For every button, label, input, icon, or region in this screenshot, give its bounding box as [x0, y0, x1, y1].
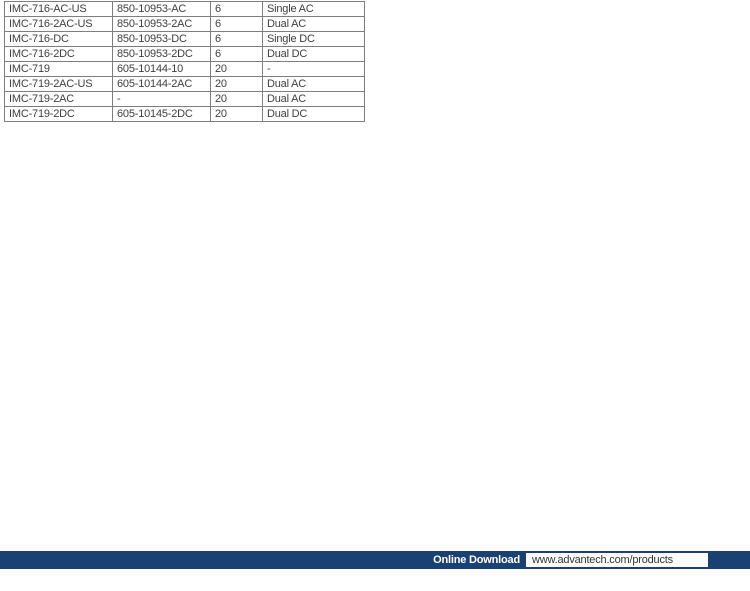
table-cell-model: IMC-719	[4, 61, 113, 77]
table-cell-model: IMC-716-AC-US	[4, 1, 113, 17]
table-cell-power: Dual AC	[262, 91, 365, 107]
table-cell-part: 605-10144-10	[112, 61, 211, 77]
table-cell-model: IMC-716-DC	[4, 31, 113, 47]
table-cell-ports: 6	[210, 31, 263, 47]
table-row: IMC-716-2AC-US 850-10953-2AC 6 Dual AC	[4, 16, 365, 32]
table-cell-ports: 20	[210, 61, 263, 77]
table-cell-power: -	[262, 61, 365, 77]
footer-bar: Online Download www.advantech.com/produc…	[0, 551, 750, 569]
table-cell-part: 605-10145-2DC	[112, 106, 211, 122]
download-url-text[interactable]: www.advantech.com/products	[532, 554, 673, 566]
table-cell-ports: 20	[210, 91, 263, 107]
ordering-info-table: IMC-716-AC-US 850-10953-AC 6 Single AC I…	[4, 1, 365, 122]
table-row: IMC-719-2AC-US 605-10144-2AC 20 Dual AC	[4, 76, 365, 92]
table-cell-power: Dual AC	[262, 76, 365, 92]
table-cell-model: IMC-716-2DC	[4, 46, 113, 62]
table-row: IMC-719 605-10144-10 20 -	[4, 61, 365, 77]
table-cell-power: Dual DC	[262, 106, 365, 122]
download-url-box[interactable]: www.advantech.com/products	[526, 553, 708, 567]
table-row: IMC-716-2DC 850-10953-2DC 6 Dual DC	[4, 46, 365, 62]
table-row: IMC-716-DC 850-10953-DC 6 Single DC	[4, 31, 365, 47]
table-cell-ports: 6	[210, 1, 263, 17]
table-cell-ports: 20	[210, 76, 263, 92]
table-cell-model: IMC-719-2DC	[4, 106, 113, 122]
table-cell-part: 850-10953-2DC	[112, 46, 211, 62]
table-cell-power: Dual DC	[262, 46, 365, 62]
table-cell-part: 850-10953-2AC	[112, 16, 211, 32]
table-cell-part: 850-10953-DC	[112, 31, 211, 47]
table-cell-power: Dual AC	[262, 16, 365, 32]
table-cell-part: 605-10144-2AC	[112, 76, 211, 92]
online-download-label: Online Download	[433, 554, 520, 566]
table-row: IMC-716-AC-US 850-10953-AC 6 Single AC	[4, 1, 365, 17]
table-row: IMC-719-2DC 605-10145-2DC 20 Dual DC	[4, 106, 365, 122]
table-cell-ports: 6	[210, 16, 263, 32]
table-cell-ports: 20	[210, 106, 263, 122]
table-cell-model: IMC-716-2AC-US	[4, 16, 113, 32]
table-cell-power: Single AC	[262, 1, 365, 17]
table-cell-model: IMC-719-2AC-US	[4, 76, 113, 92]
table-row: IMC-719-2AC - 20 Dual AC	[4, 91, 365, 107]
table-cell-part: 850-10953-AC	[112, 1, 211, 17]
table-cell-model: IMC-719-2AC	[4, 91, 113, 107]
table-cell-power: Single DC	[262, 31, 365, 47]
table-cell-ports: 6	[210, 46, 263, 62]
table-cell-part: -	[112, 91, 211, 107]
